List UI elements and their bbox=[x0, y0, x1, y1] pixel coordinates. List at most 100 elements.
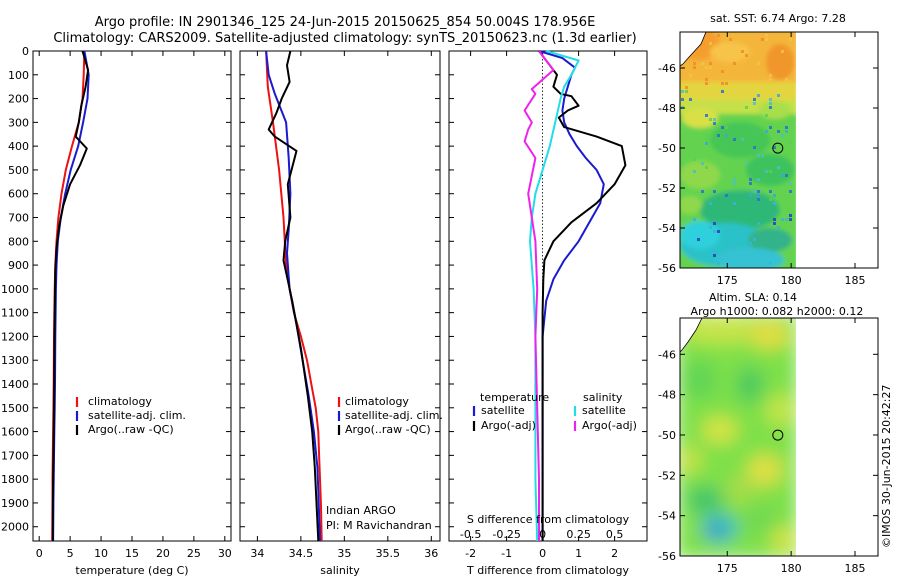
temperature-panel: 0100200300400500600700800900100011001200… bbox=[1, 45, 232, 577]
lon-tick-label: 175 bbox=[717, 562, 738, 575]
lon-tick-label: 180 bbox=[781, 274, 802, 287]
sst-pixel bbox=[705, 142, 708, 145]
sst-pixel bbox=[689, 250, 692, 253]
sst-pixel bbox=[773, 222, 776, 225]
sst-pixel bbox=[741, 138, 744, 141]
data-source-annotation: Indian ARGO bbox=[326, 504, 396, 517]
sst-pixel bbox=[785, 126, 788, 129]
sst-pixel bbox=[721, 70, 724, 73]
sst-pixel bbox=[713, 222, 716, 225]
coastline bbox=[680, 32, 707, 67]
depth-tick-label: 500 bbox=[8, 164, 29, 177]
sst-pixel bbox=[725, 230, 728, 233]
salinity-legend: climatology satellite-adj. clim. Argo(..… bbox=[337, 395, 443, 436]
lat-tick-label: -46 bbox=[658, 348, 676, 361]
sst-pixel bbox=[749, 194, 752, 197]
depth-tick-label: 1700 bbox=[1, 449, 29, 462]
sst-pixel bbox=[745, 54, 748, 57]
sst-pixel bbox=[757, 198, 760, 201]
sst-map-panel: sat. SST: 6.74 Argo: 7.28 bbox=[658, 12, 879, 287]
sst-pixel bbox=[765, 38, 768, 41]
lon-tick-label: 185 bbox=[845, 274, 866, 287]
lat-tick-label: -50 bbox=[658, 142, 676, 155]
x-tick-label: 20 bbox=[156, 547, 170, 560]
sst-pixel bbox=[693, 158, 696, 161]
sst-pixel bbox=[701, 62, 704, 65]
sla-map-panel: Altim. SLA: 0.14 Argo h1000: 0.082 h2000… bbox=[658, 291, 879, 575]
sst-pixel bbox=[789, 142, 792, 145]
copyright-stamp: ©IMOS 30-Jun-2015 20:42:27 bbox=[880, 384, 893, 548]
sla-longitude-ticks: 175 180 185 bbox=[717, 318, 866, 575]
sst-pixel bbox=[753, 98, 756, 101]
legend-label-satellite: satellite-adj. clim. bbox=[345, 409, 443, 422]
depth-tick-label: 600 bbox=[8, 188, 29, 201]
sst-pixel bbox=[713, 190, 716, 193]
lat-tick-label: -48 bbox=[658, 389, 676, 402]
sst-pixel bbox=[765, 170, 768, 173]
pi-annotation: PI: M Ravichandran bbox=[326, 519, 432, 532]
sst-pixel bbox=[705, 82, 708, 85]
figure-title-line2: Climatology: CARS2009. Satellite-adjuste… bbox=[53, 31, 636, 46]
difference-profiles bbox=[523, 50, 627, 542]
legend-header-temperature: temperature bbox=[480, 391, 549, 404]
depth-tick-label: 1800 bbox=[1, 473, 29, 486]
series-line-argo-adj-s bbox=[523, 50, 555, 541]
sst-pixel bbox=[701, 162, 704, 165]
sst-pixel bbox=[685, 90, 688, 93]
legend-label-climatology: climatology bbox=[88, 395, 152, 408]
sst-pixel bbox=[769, 106, 772, 109]
sst-pixel bbox=[733, 158, 736, 161]
depth-tick-label: 200 bbox=[8, 93, 29, 106]
legend-header-salinity: salinity bbox=[583, 391, 623, 404]
legend-label-s-argo: Argo(-adj) bbox=[582, 419, 637, 432]
sst-pixel bbox=[725, 50, 728, 53]
x-tick-label: 5 bbox=[67, 547, 74, 560]
legend-label-s-satellite: satellite bbox=[582, 404, 626, 417]
sst-pixel bbox=[769, 262, 772, 265]
sst-pixel bbox=[773, 194, 776, 197]
sst-pixel bbox=[761, 38, 764, 41]
s-difference-axis-label: S difference from climatology bbox=[467, 513, 630, 526]
temperature-axis-ticks: 0 5 10 15 20 25 30 bbox=[36, 51, 232, 560]
sla-heatmap bbox=[680, 318, 798, 556]
sst-pixel bbox=[713, 54, 716, 57]
argo-position-marker bbox=[772, 142, 784, 154]
lat-tick-label: -56 bbox=[658, 550, 676, 563]
salinity-panel: 34 34.5 35 35.5 36 salinity climatology sate… bbox=[239, 50, 443, 577]
sst-pixel bbox=[757, 154, 760, 157]
sst-pixel bbox=[713, 122, 716, 125]
sst-pixel bbox=[785, 218, 788, 221]
x2-tick-label: 0.25 bbox=[566, 528, 591, 541]
sla-latitude-ticks: -46 -48 -50 -52 -54 -56 bbox=[658, 348, 878, 563]
sst-pixel bbox=[721, 54, 724, 57]
sst-pixel bbox=[733, 138, 736, 141]
sst-pixel bbox=[717, 262, 720, 265]
sst-pixel bbox=[705, 78, 708, 81]
sst-pixel bbox=[705, 114, 708, 117]
depth-axis-ticks: 0 100 200 300 400 500 600 700 800 900 1000 1100 1200… bbox=[1, 45, 231, 534]
x-tick-label: 1 bbox=[575, 547, 582, 560]
sst-pixel bbox=[769, 98, 772, 101]
sst-pixel bbox=[769, 190, 772, 193]
legend-label-argo: Argo(..raw -QC) bbox=[345, 423, 431, 436]
salinity-profiles bbox=[265, 50, 323, 542]
sst-pixel bbox=[753, 238, 756, 241]
temperature-axis-label: temperature (deg C) bbox=[75, 564, 188, 577]
sst-pixel bbox=[733, 186, 736, 189]
sst-pixel bbox=[769, 198, 772, 201]
sst-pixel bbox=[721, 126, 724, 129]
x-tick-label: 10 bbox=[94, 547, 108, 560]
x-tick-label: 0 bbox=[36, 547, 43, 560]
sst-pixel bbox=[705, 134, 708, 137]
sst-pixel bbox=[709, 42, 712, 45]
sst-pixel bbox=[705, 66, 708, 69]
legend-label-argo: Argo(..raw -QC) bbox=[88, 423, 174, 436]
x-tick-label: 0 bbox=[539, 547, 546, 560]
difference-legend: temperature salinity satellite Argo(-adj… bbox=[472, 391, 637, 432]
x-tick-label: 15 bbox=[125, 547, 139, 560]
x2-tick-label: 0.5 bbox=[606, 528, 624, 541]
sst-pixel bbox=[725, 134, 728, 137]
x-tick-label: 25 bbox=[187, 547, 201, 560]
sst-pixel bbox=[717, 134, 720, 137]
